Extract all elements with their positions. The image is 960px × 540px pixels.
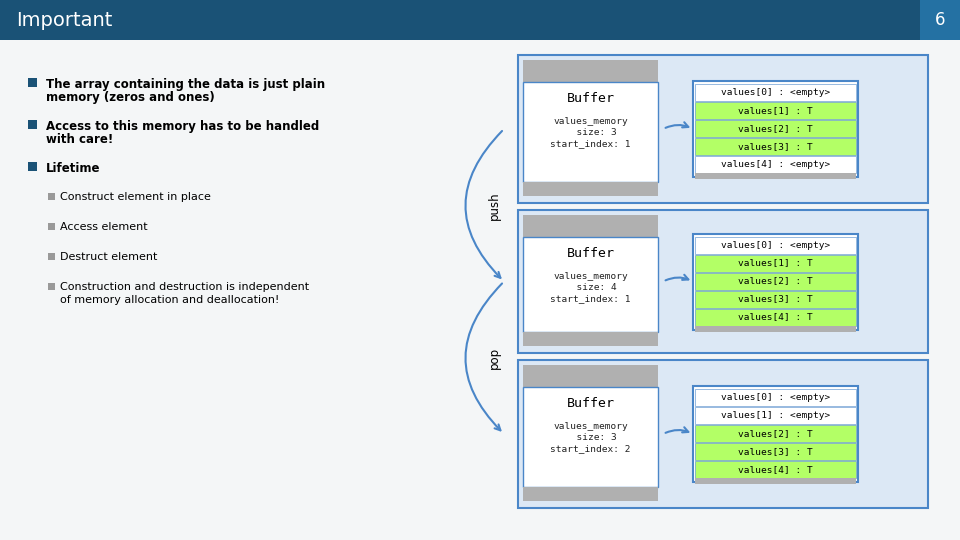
Text: pop: pop	[488, 347, 500, 369]
Text: values[2] : T: values[2] : T	[738, 276, 813, 286]
Bar	[0, 0, 960, 40]
Bar	[695, 478, 856, 484]
FancyBboxPatch shape	[523, 387, 658, 487]
Bar	[695, 273, 856, 289]
Text: start_index: 2: start_index: 2	[550, 444, 631, 453]
Text: Construction and destruction is independent: Construction and destruction is independ…	[60, 282, 309, 292]
Text: Access element: Access element	[60, 222, 148, 232]
Bar	[28, 161, 37, 171]
Bar	[695, 102, 856, 119]
Text: with care!: with care!	[46, 133, 113, 146]
Text: values[2] : T: values[2] : T	[738, 124, 813, 133]
Text: values[3] : T: values[3] : T	[738, 294, 813, 303]
Text: memory (zeros and ones): memory (zeros and ones)	[46, 91, 215, 104]
Text: values[4] : T: values[4] : T	[738, 465, 813, 474]
Text: values[3] : T: values[3] : T	[738, 447, 813, 456]
FancyBboxPatch shape	[518, 55, 928, 203]
Text: size: 4: size: 4	[564, 283, 616, 292]
Text: The array containing the data is just plain: The array containing the data is just pl…	[46, 78, 325, 91]
Bar	[48, 253, 55, 260]
Bar	[48, 282, 55, 289]
Text: Buffer: Buffer	[566, 397, 614, 410]
Text: Destruct element: Destruct element	[60, 252, 157, 262]
Text: values[4] : T: values[4] : T	[738, 313, 813, 321]
Text: Buffer: Buffer	[566, 247, 614, 260]
Text: values[1] : <empty>: values[1] : <empty>	[721, 411, 830, 420]
Text: start_index: 1: start_index: 1	[550, 139, 631, 148]
FancyBboxPatch shape	[693, 81, 858, 177]
Bar	[695, 326, 856, 332]
Text: Buffer: Buffer	[566, 92, 614, 105]
Text: values[2] : T: values[2] : T	[738, 429, 813, 438]
Text: 6: 6	[935, 11, 946, 29]
Bar	[48, 222, 55, 230]
Bar	[695, 120, 856, 137]
Text: values[0] : <empty>: values[0] : <empty>	[721, 393, 830, 402]
Text: push: push	[488, 191, 500, 220]
Text: values[4] : <empty>: values[4] : <empty>	[721, 160, 830, 169]
Bar	[523, 215, 658, 237]
FancyBboxPatch shape	[523, 237, 658, 332]
Bar	[523, 182, 658, 196]
Bar	[695, 461, 856, 478]
Bar	[523, 487, 658, 501]
FancyBboxPatch shape	[518, 210, 928, 353]
Bar	[695, 84, 856, 101]
Text: start_index: 1: start_index: 1	[550, 294, 631, 303]
FancyBboxPatch shape	[518, 360, 928, 508]
Bar	[523, 60, 658, 82]
FancyBboxPatch shape	[523, 82, 658, 182]
Bar	[28, 78, 37, 86]
Bar	[695, 254, 856, 272]
Text: values[0] : <empty>: values[0] : <empty>	[721, 240, 830, 249]
Bar	[695, 237, 856, 253]
Text: values_memory: values_memory	[553, 422, 628, 431]
Text: size: 3: size: 3	[564, 128, 616, 137]
Bar	[695, 156, 856, 173]
Bar	[523, 365, 658, 387]
Text: Important: Important	[16, 10, 112, 30]
Bar	[695, 173, 856, 179]
Bar	[695, 291, 856, 307]
Text: values_memory: values_memory	[553, 272, 628, 281]
Bar	[695, 138, 856, 155]
FancyBboxPatch shape	[693, 233, 858, 329]
Text: of memory allocation and deallocation!: of memory allocation and deallocation!	[60, 295, 279, 305]
Text: values[1] : T: values[1] : T	[738, 106, 813, 115]
Text: size: 3: size: 3	[564, 433, 616, 442]
Bar	[523, 332, 658, 346]
Text: Lifetime: Lifetime	[46, 162, 101, 175]
Text: values[0] : <empty>: values[0] : <empty>	[721, 88, 830, 97]
Bar	[695, 425, 856, 442]
Bar	[920, 0, 960, 40]
Text: values_memory: values_memory	[553, 117, 628, 126]
Text: values[1] : T: values[1] : T	[738, 259, 813, 267]
Text: Construct element in place: Construct element in place	[60, 192, 211, 202]
Bar	[48, 192, 55, 199]
Text: Access to this memory has to be handled: Access to this memory has to be handled	[46, 120, 320, 133]
Bar	[695, 407, 856, 424]
FancyBboxPatch shape	[693, 386, 858, 482]
Bar	[695, 389, 856, 406]
Text: values[3] : T: values[3] : T	[738, 142, 813, 151]
Bar	[695, 308, 856, 326]
Bar	[28, 119, 37, 129]
Bar	[695, 443, 856, 460]
